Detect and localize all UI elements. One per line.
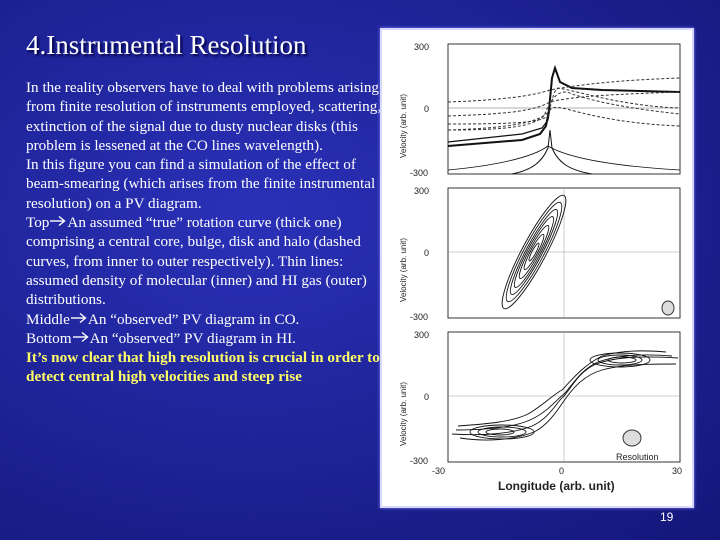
- prefix-bottom: Bottom: [26, 329, 72, 347]
- y-tick: 300: [414, 330, 429, 340]
- x-tick: -30: [432, 466, 445, 476]
- panel-hi-pv-diagram: 300 0 -300 Velocity (arb. unit): [399, 330, 682, 493]
- y-axis-label: Velocity (arb. unit): [399, 94, 408, 158]
- y-tick: 0: [424, 104, 429, 114]
- resolution-beam-icon: [661, 300, 675, 316]
- x-axis-label: Longitude (arb. unit): [498, 479, 615, 493]
- x-tick: 30: [672, 466, 682, 476]
- paragraph-middle: Middle An “observed” PV diagram in CO.: [26, 310, 386, 329]
- prefix-top: Top: [26, 214, 50, 232]
- resolution-beam-icon: [622, 429, 642, 447]
- paragraph-intro: In the reality observers have to deal wi…: [26, 79, 382, 154]
- y-tick: -300: [410, 312, 428, 322]
- top-description: An assumed “true” rotation curve (thick …: [26, 214, 367, 309]
- paragraph-figure-description: In this figure you can find a simulation…: [26, 156, 376, 212]
- x-tick: 0: [559, 466, 564, 476]
- y-tick: 300: [414, 186, 429, 196]
- paragraph-bottom: Bottom An “observed” PV diagram in HI.: [26, 329, 386, 348]
- y-tick: -300: [410, 456, 428, 466]
- slide-title: 4.Instrumental Resolution: [26, 30, 307, 60]
- right-arrow-icon: [72, 329, 90, 348]
- page-number: 19: [660, 510, 674, 524]
- middle-description: An “observed” PV diagram in CO.: [87, 310, 300, 328]
- pv-diagram-figure: 300 0 -300 Velocity (arb. unit): [380, 28, 694, 508]
- panel-co-pv-diagram: 300 0 -300 Velocity (arb. unit): [399, 186, 681, 322]
- y-tick: 300: [414, 42, 429, 52]
- y-tick: 0: [424, 248, 429, 258]
- y-axis-label: Velocity (arb. unit): [399, 238, 408, 302]
- resolution-label: Resolution: [616, 452, 659, 462]
- paragraph-conclusion: It’s now clear that high resolution is c…: [26, 349, 380, 386]
- paragraph-top: Top An assumed “true” rotation curve (thi…: [26, 213, 386, 309]
- panel-rotation-curve: 300 0 -300 Velocity (arb. unit): [399, 42, 681, 178]
- right-arrow-icon: [49, 213, 67, 232]
- y-tick: 0: [424, 392, 429, 402]
- y-tick: -300: [410, 168, 428, 178]
- slide-body: In the reality observers have to deal wi…: [26, 78, 386, 387]
- bottom-description: An “observed” PV diagram in HI.: [89, 329, 296, 347]
- prefix-middle: Middle: [26, 310, 70, 328]
- right-arrow-icon: [70, 310, 88, 329]
- y-axis-label: Velocity (arb. unit): [399, 382, 408, 446]
